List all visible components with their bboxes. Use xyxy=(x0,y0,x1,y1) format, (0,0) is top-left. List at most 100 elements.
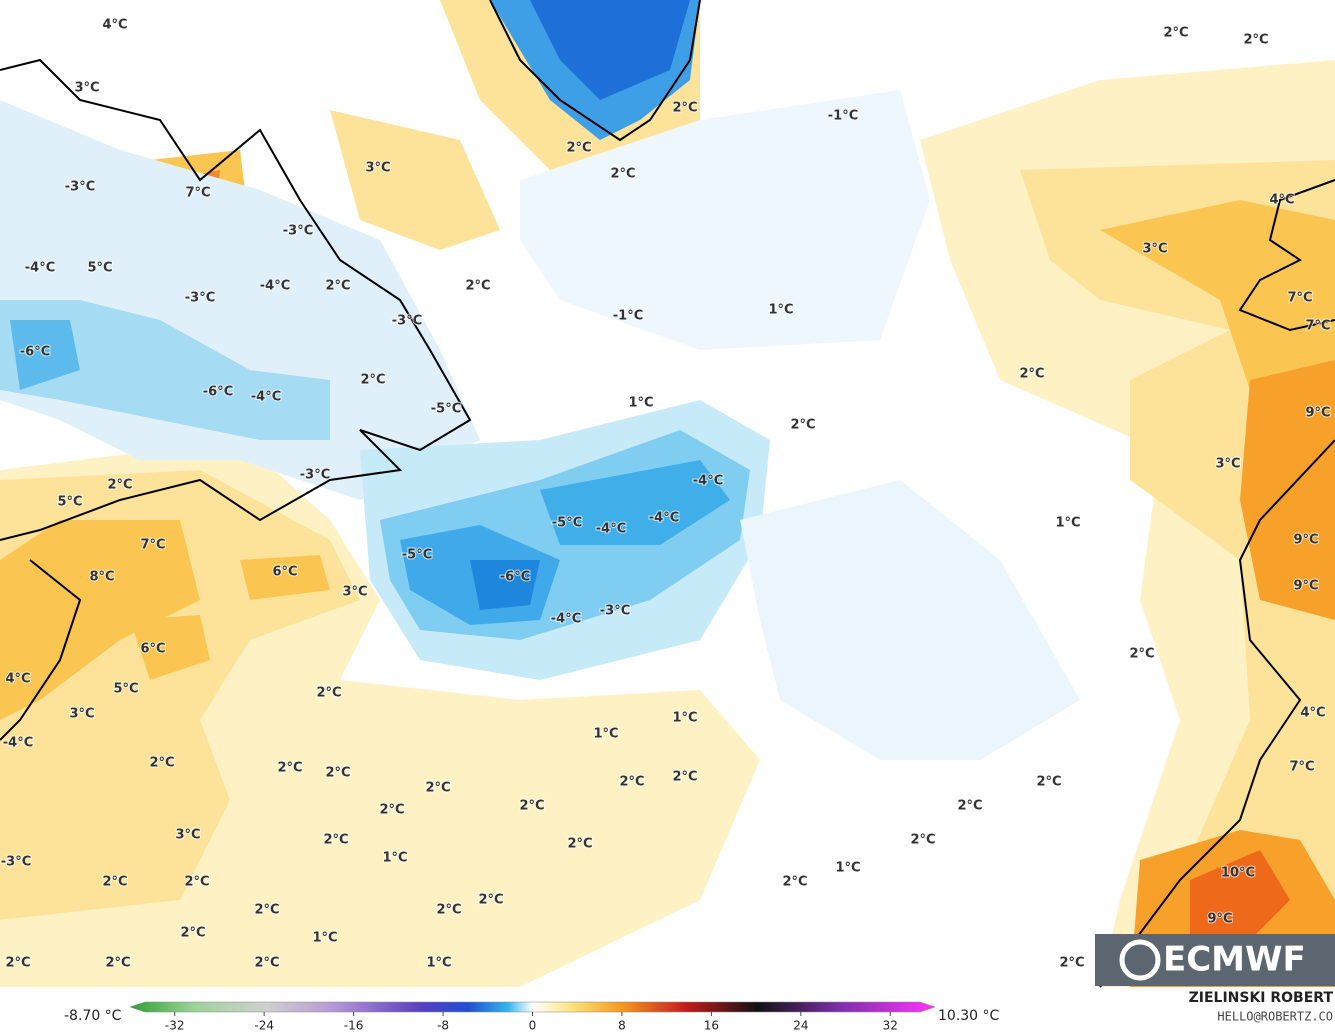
temperature-label: 1°C xyxy=(382,851,407,866)
temperature-label: 5°C xyxy=(113,682,138,697)
temperature-label: 1°C xyxy=(768,303,793,318)
temperature-label: 2°C xyxy=(325,279,350,294)
colorbar-tick-label: -32 xyxy=(165,1019,185,1033)
temperature-label: -4°C xyxy=(25,261,55,276)
temperature-label: 7°C xyxy=(1305,319,1330,334)
temperature-label: 1°C xyxy=(835,861,860,876)
temperature-label: -1°C xyxy=(613,309,643,324)
temperature-label: 3°C xyxy=(1142,242,1167,257)
temperature-label: 2°C xyxy=(1129,647,1154,662)
temperature-label: 1°C xyxy=(593,727,618,742)
colorbar-tick-label: 16 xyxy=(704,1019,719,1033)
temperature-label: 2°C xyxy=(519,799,544,814)
temperature-label: 2°C xyxy=(325,766,350,781)
temperature-label: 3°C xyxy=(69,707,94,722)
temperature-label: -3°C xyxy=(1,855,31,870)
temperature-label: 2°C xyxy=(782,875,807,890)
temperature-label: -6°C xyxy=(203,385,233,400)
temperature-label: 2°C xyxy=(1243,33,1268,48)
colorbar-tick-label: -16 xyxy=(344,1019,364,1033)
temperature-label: 2°C xyxy=(254,956,279,971)
temperature-label: -4°C xyxy=(693,474,723,489)
temperature-label: 2°C xyxy=(478,893,503,908)
temperature-label: 2°C xyxy=(5,956,30,971)
temperature-label: -4°C xyxy=(260,279,290,294)
temperature-label: 2°C xyxy=(672,101,697,116)
temperature-label: 2°C xyxy=(149,756,174,771)
temperature-label: 2°C xyxy=(254,903,279,918)
temperature-label: 2°C xyxy=(957,799,982,814)
temperature-label: -4°C xyxy=(596,522,626,537)
temperature-label: 2°C xyxy=(316,686,341,701)
temperature-label: 4°C xyxy=(1300,706,1325,721)
colorbar-tick-label: -8 xyxy=(437,1019,449,1033)
temperature-label: 2°C xyxy=(379,803,404,818)
colorbar-tick-label: 32 xyxy=(883,1019,898,1033)
temperature-label: -4°C xyxy=(251,390,281,405)
temperature-label: 2°C xyxy=(360,373,385,388)
temperature-label: -3°C xyxy=(600,604,630,619)
temperature-label: 8°C xyxy=(89,570,114,585)
coastlines xyxy=(0,0,1335,988)
temperature-label: -4°C xyxy=(551,612,581,627)
temperature-label: 2°C xyxy=(1019,367,1044,382)
temperature-label: 3°C xyxy=(74,81,99,96)
temperature-label: 5°C xyxy=(87,261,112,276)
temperature-label: 2°C xyxy=(465,279,490,294)
min-label: -8.70 °C xyxy=(64,1008,122,1024)
temperature-label: 1°C xyxy=(312,931,337,946)
temperature-label: 9°C xyxy=(1207,912,1232,927)
temperature-label: 2°C xyxy=(277,761,302,776)
colorbar-tick-label: -24 xyxy=(254,1019,274,1033)
temperature-label: 9°C xyxy=(1293,579,1318,594)
temperature-label: 1°C xyxy=(672,711,697,726)
temperature-label: 2°C xyxy=(910,833,935,848)
temperature-label: 2°C xyxy=(1163,26,1188,41)
temperature-label: -3°C xyxy=(392,314,422,329)
logo-box: ECMWF xyxy=(1095,934,1335,986)
temperature-label: 2°C xyxy=(567,837,592,852)
temperature-label: -3°C xyxy=(65,180,95,195)
temperature-label: 9°C xyxy=(1305,406,1330,421)
temperature-label: 2°C xyxy=(323,833,348,848)
temperature-label: 3°C xyxy=(175,828,200,843)
temperature-label: 6°C xyxy=(140,642,165,657)
credit-contact: HELLO@ROBERTZ.CO xyxy=(1217,1010,1333,1024)
temperature-label: 2°C xyxy=(105,956,130,971)
temperature-label: -4°C xyxy=(3,736,33,751)
temperature-label: -5°C xyxy=(402,548,432,563)
temperature-label: 10°C xyxy=(1221,866,1255,881)
temperature-label: 4°C xyxy=(5,672,30,687)
temperature-label: 2°C xyxy=(566,141,591,156)
temperature-label: -5°C xyxy=(431,402,461,417)
credit-name: ZIELINSKI ROBERT xyxy=(1189,990,1334,1006)
temperature-label: 2°C xyxy=(672,770,697,785)
temperature-label: 1°C xyxy=(426,956,451,971)
map-background xyxy=(0,0,1335,987)
temperature-label: -4°C xyxy=(649,511,679,526)
temperature-label: 4°C xyxy=(102,18,127,33)
temperature-label: -1°C xyxy=(828,109,858,124)
temperature-label: 2°C xyxy=(436,903,461,918)
temperature-label: 3°C xyxy=(1215,457,1240,472)
temperature-label: 9°C xyxy=(1293,533,1318,548)
temperature-label: -3°C xyxy=(283,224,313,239)
temperature-label: 2°C xyxy=(1059,956,1084,971)
logo-icon xyxy=(1119,939,1161,981)
colorbar-tick-label: 0 xyxy=(529,1019,537,1033)
temperature-label: 2°C xyxy=(180,926,205,941)
temperature-label: 7°C xyxy=(140,538,165,553)
temperature-label: 5°C xyxy=(57,495,82,510)
colorbar-strip xyxy=(129,1001,936,1013)
temperature-label: 6°C xyxy=(272,565,297,580)
temperature-label: 7°C xyxy=(1287,291,1312,306)
colorbar-tick-label: 8 xyxy=(618,1019,626,1033)
temperature-label: 3°C xyxy=(365,161,390,176)
temperature-label: 7°C xyxy=(1289,760,1314,775)
temperature-label: -6°C xyxy=(20,345,50,360)
temperature-label: -3°C xyxy=(300,468,330,483)
temperature-label: 2°C xyxy=(107,478,132,493)
temperature-label: 2°C xyxy=(619,775,644,790)
